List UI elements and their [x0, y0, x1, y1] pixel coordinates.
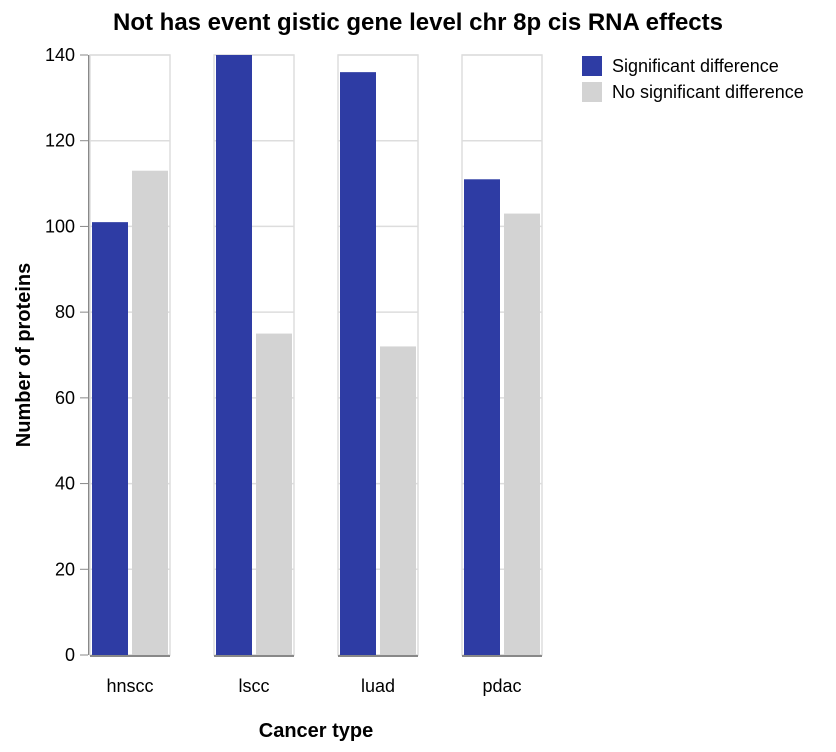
x-tick-label: lscc [239, 676, 270, 696]
facet-lscc: lscc [213, 54, 295, 696]
facet-hnscc: hnscc [89, 54, 171, 696]
y-tick-label: 100 [45, 216, 75, 236]
y-axis-title: Number of proteins [13, 263, 35, 447]
y-tick-label: 40 [55, 474, 75, 494]
bar-hnscc-not-significant [132, 170, 168, 655]
y-tick-label: 120 [45, 131, 75, 151]
y-tick-label: 80 [55, 302, 75, 322]
facet-pdac: pdac [461, 54, 543, 696]
x-tick-label: pdac [482, 676, 521, 696]
x-tick-label: luad [361, 676, 395, 696]
bar-pdac-significant [464, 179, 500, 656]
bar-lscc-not-significant [256, 333, 292, 655]
bar-luad-significant [340, 72, 376, 655]
chart-title: Not has event gistic gene level chr 8p c… [113, 9, 723, 36]
y-tick-label: 140 [45, 45, 75, 65]
bar-pdac-not-significant [504, 213, 540, 656]
facet-luad: luad [337, 54, 419, 696]
y-tick-label: 0 [65, 645, 75, 665]
y-tick-label: 60 [55, 388, 75, 408]
bar-hnscc-significant [92, 222, 128, 655]
x-axis-title: Cancer type [259, 720, 374, 742]
plot-area: 0 20 40 60 80 100 120 140 hnscc lscc luad pdac [45, 45, 543, 696]
legend-swatch [582, 56, 602, 76]
legend: Significant difference No significant dif… [582, 56, 804, 102]
x-tick-label: hnscc [106, 676, 153, 696]
legend-label: No significant difference [612, 82, 804, 102]
bar-luad-not-significant [380, 346, 416, 655]
legend-swatch [582, 82, 602, 102]
bar-lscc-significant [216, 55, 252, 655]
y-tick-label: 20 [55, 559, 75, 579]
legend-label: Significant difference [612, 56, 779, 76]
